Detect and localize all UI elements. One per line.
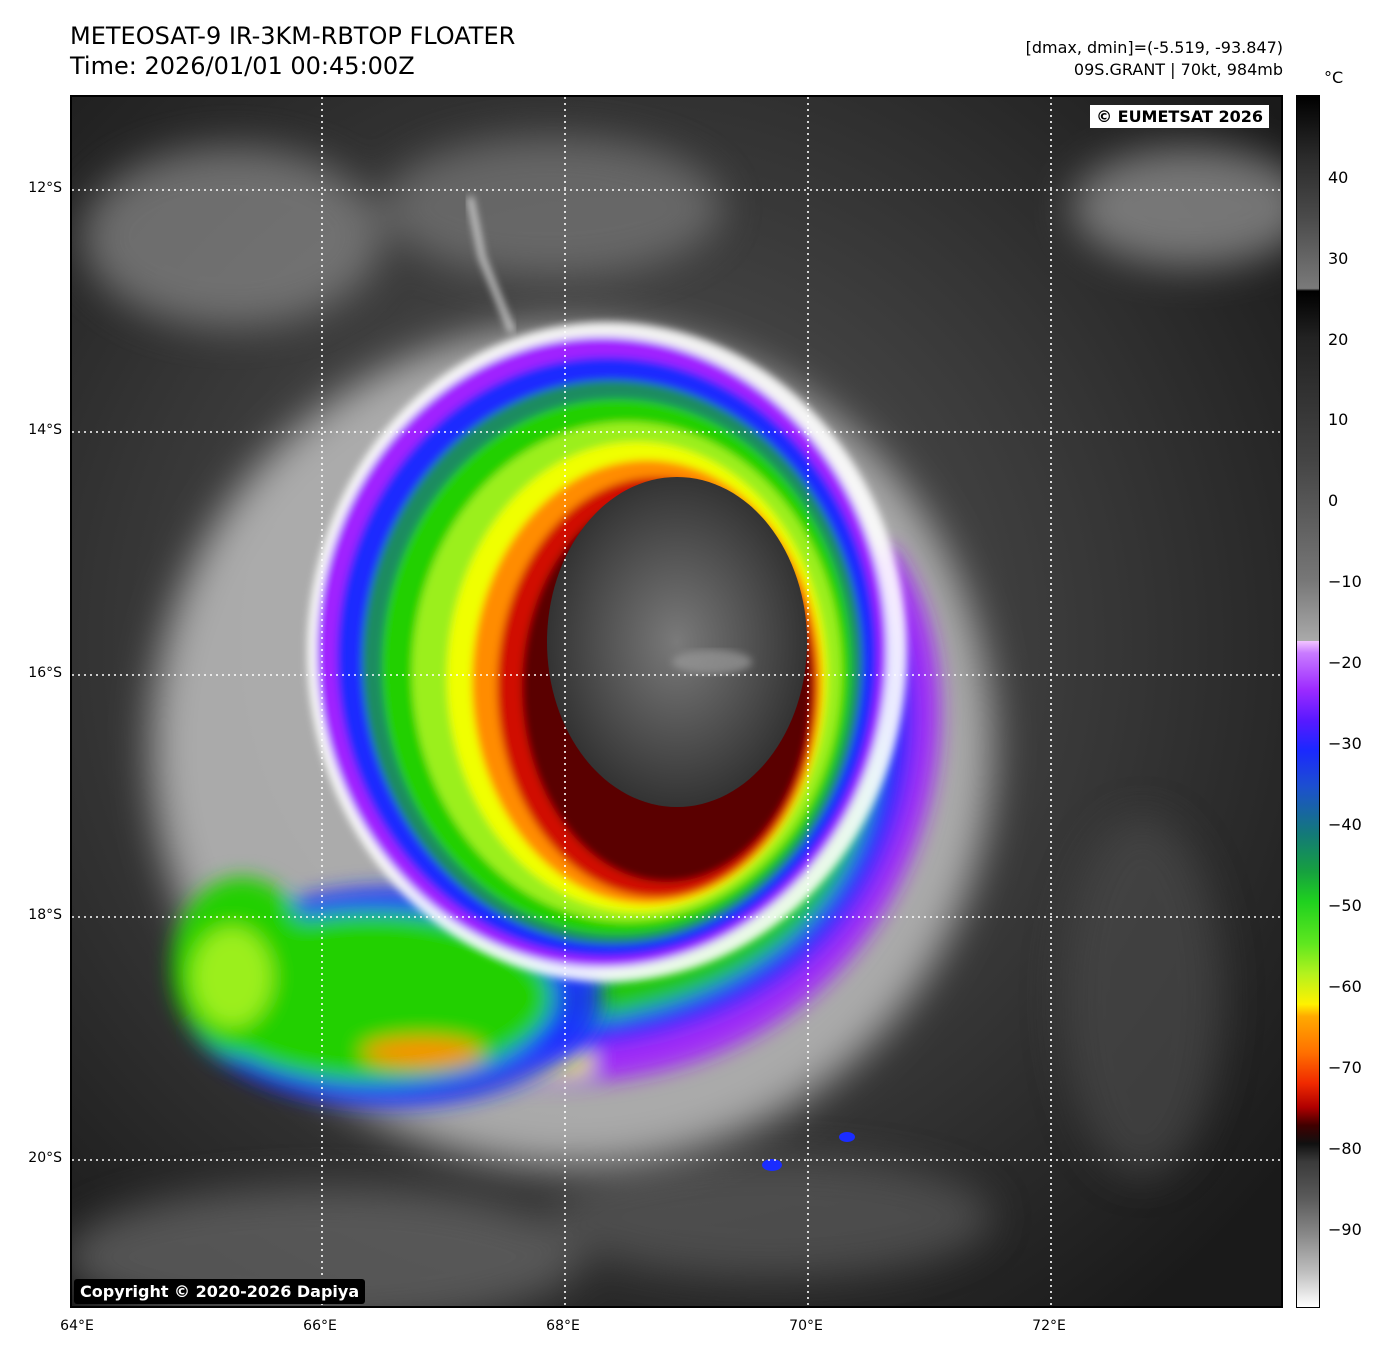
colorbar-tick: −40 bbox=[1328, 815, 1362, 834]
colorbar-tick: 40 bbox=[1328, 168, 1349, 187]
lat-label: 20°S bbox=[28, 1150, 62, 1166]
colorbar-tick: 30 bbox=[1328, 249, 1349, 268]
colorbar-tick: −20 bbox=[1328, 653, 1362, 672]
eumetsat-credit: © EUMETSAT 2026 bbox=[1090, 105, 1269, 128]
satellite-image-render bbox=[72, 97, 1281, 1306]
colorbar-tick: −80 bbox=[1328, 1139, 1362, 1158]
scattered-clouds bbox=[72, 137, 1281, 1306]
colorbar-tick: 20 bbox=[1328, 330, 1349, 349]
colorbar-unit: °C bbox=[1324, 68, 1344, 87]
lon-label: 64°E bbox=[60, 1318, 94, 1334]
lat-label: 16°S bbox=[28, 665, 62, 681]
gridlines bbox=[72, 97, 1281, 1306]
dapiya-copyright: Copyright © 2020-2026 Dapiya bbox=[74, 1279, 366, 1304]
range-info: [dmax, dmin]=(-5.519, -93.847) bbox=[1025, 38, 1283, 57]
chart-title: METEOSAT-9 IR-3KM-RBTOP FLOATER bbox=[70, 22, 516, 50]
cold-core bbox=[547, 477, 807, 807]
colorbar-tick: −30 bbox=[1328, 734, 1362, 753]
satellite-image: © EUMETSAT 2026 Copyright © 2020-2026 Da… bbox=[70, 95, 1283, 1308]
colorbar-tick: 10 bbox=[1328, 410, 1349, 429]
colorbar-tick: −60 bbox=[1328, 977, 1362, 996]
lon-label: 72°E bbox=[1032, 1318, 1066, 1334]
colorbar-tick: −70 bbox=[1328, 1058, 1362, 1077]
colorbar-tick: 0 bbox=[1328, 491, 1339, 510]
storm-info: 09S.GRANT | 70kt, 984mb bbox=[1073, 60, 1283, 79]
temperature-colorbar bbox=[1296, 95, 1320, 1308]
colorbar-tick: −10 bbox=[1328, 572, 1362, 591]
convective-cell bbox=[839, 1132, 855, 1142]
lat-label: 18°S bbox=[28, 907, 62, 923]
lon-label: 68°E bbox=[546, 1318, 580, 1334]
outflow-streak bbox=[467, 196, 515, 334]
lon-label: 66°E bbox=[303, 1318, 337, 1334]
convective-cell bbox=[762, 1159, 782, 1171]
chart-timestamp: Time: 2026/01/01 00:45:00Z bbox=[70, 52, 415, 80]
colorbar-tick: −90 bbox=[1328, 1220, 1362, 1239]
lat-label: 12°S bbox=[28, 180, 62, 196]
colorbar-tick: −50 bbox=[1328, 896, 1362, 915]
lat-label: 14°S bbox=[28, 422, 62, 438]
lon-label: 70°E bbox=[789, 1318, 823, 1334]
